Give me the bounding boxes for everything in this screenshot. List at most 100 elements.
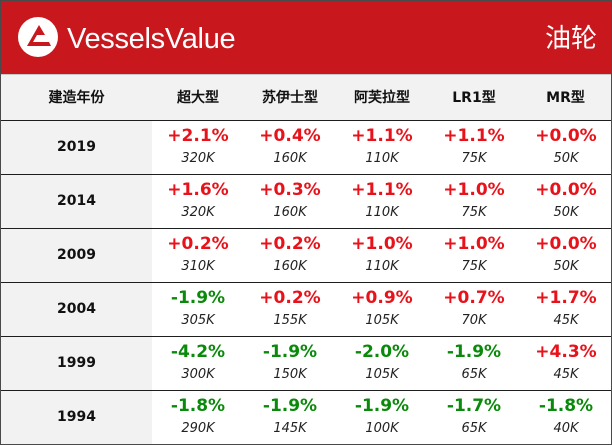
- value-cell-mr: +0.0% 50K: [520, 229, 612, 282]
- vessel-size: 65K: [461, 367, 487, 382]
- header-banner: VesselsValue 油轮: [1, 1, 611, 74]
- value-cell-suezmax: +0.3% 160K: [244, 175, 336, 228]
- value-change: +1.0%: [443, 180, 505, 200]
- value-cell-vlcc: +2.1% 320K: [152, 121, 244, 174]
- vessel-size: 105K: [365, 367, 399, 382]
- value-change: +0.2%: [259, 288, 321, 308]
- vessel-size: 110K: [365, 151, 399, 166]
- value-change: -1.8%: [170, 396, 226, 416]
- column-header-build-year: 建造年份: [48, 90, 105, 106]
- vessel-size: 75K: [461, 151, 487, 166]
- value-cell-mr: +0.0% 50K: [520, 121, 612, 174]
- value-cell-aframax: -1.9% 100K: [336, 391, 428, 444]
- build-year-cell: 1999: [1, 337, 152, 390]
- vessel-size: 320K: [181, 151, 215, 166]
- vesselsvalue-logo-icon: [18, 17, 58, 57]
- value-change: -2.0%: [354, 342, 410, 362]
- value-change: -1.8%: [538, 396, 594, 416]
- vessel-size: 50K: [553, 205, 579, 220]
- value-change: +0.0%: [535, 126, 597, 146]
- value-change: -4.2%: [170, 342, 226, 362]
- value-change: +1.1%: [351, 180, 413, 200]
- table-row: 2014 +1.6% 320K +0.3% 160K +1.1% 110K +1.0% 75K +…: [1, 174, 611, 228]
- vessel-type-title: 油轮: [544, 24, 597, 54]
- vessel-size: 290K: [181, 421, 215, 436]
- value-change: +1.6%: [167, 180, 229, 200]
- value-cell-lr1: -1.9% 65K: [428, 337, 520, 390]
- value-change: +1.7%: [535, 288, 597, 308]
- vessel-size: 300K: [181, 367, 215, 382]
- column-header-vlcc: 超大型: [177, 90, 219, 106]
- value-cell-lr1: -1.7% 65K: [428, 391, 520, 444]
- value-change: +0.0%: [535, 180, 597, 200]
- value-change: -1.9%: [446, 342, 502, 362]
- build-year-cell: 1994: [1, 391, 152, 444]
- value-cell-vlcc: -1.9% 305K: [152, 283, 244, 336]
- value-cell-aframax: +1.1% 110K: [336, 121, 428, 174]
- table-header: 建造年份 超大型 苏伊士型 阿芙拉型 LR1型 MR型: [1, 74, 611, 120]
- table-row: 2004 -1.9% 305K +0.2% 155K +0.9% 105K +0.7% 70K +…: [1, 282, 611, 336]
- value-cell-suezmax: -1.9% 145K: [244, 391, 336, 444]
- value-cell-lr1: +1.0% 75K: [428, 175, 520, 228]
- value-change: +1.1%: [351, 126, 413, 146]
- vessel-size: 45K: [553, 313, 579, 328]
- table-row: 1994 -1.8% 290K -1.9% 145K -1.9% 100K -1.7% 65K -…: [1, 390, 611, 444]
- vessel-size: 160K: [273, 259, 307, 274]
- vessel-size: 110K: [365, 205, 399, 220]
- value-cell-lr1: +1.1% 75K: [428, 121, 520, 174]
- vessel-size: 320K: [181, 205, 215, 220]
- value-change: +0.7%: [443, 288, 505, 308]
- column-header-mr: MR型: [546, 90, 585, 106]
- value-change: -1.9%: [170, 288, 226, 308]
- value-cell-mr: +0.0% 50K: [520, 175, 612, 228]
- vessel-size: 45K: [553, 367, 579, 382]
- value-change: +2.1%: [167, 126, 229, 146]
- value-cell-suezmax: +0.2% 160K: [244, 229, 336, 282]
- value-cell-vlcc: -4.2% 300K: [152, 337, 244, 390]
- value-cell-vlcc: -1.8% 290K: [152, 391, 244, 444]
- vessel-size: 160K: [273, 205, 307, 220]
- value-change: -1.9%: [262, 396, 318, 416]
- vessel-size: 70K: [461, 313, 487, 328]
- value-change: +1.0%: [443, 234, 505, 254]
- value-cell-lr1: +0.7% 70K: [428, 283, 520, 336]
- column-header-lr1: LR1型: [452, 90, 496, 106]
- value-change: -1.9%: [354, 396, 410, 416]
- vessel-size: 305K: [181, 313, 215, 328]
- vessel-size: 150K: [273, 367, 307, 382]
- table-row: 2009 +0.2% 310K +0.2% 160K +1.0% 110K +1.0% 75K +…: [1, 228, 611, 282]
- table-row: 1999 -4.2% 300K -1.9% 150K -2.0% 105K -1.9% 65K +…: [1, 336, 611, 390]
- value-change: +0.3%: [259, 180, 321, 200]
- vessel-size: 40K: [553, 421, 579, 436]
- vessel-size: 75K: [461, 259, 487, 274]
- value-cell-aframax: +1.0% 110K: [336, 229, 428, 282]
- value-change: +1.1%: [443, 126, 505, 146]
- vessel-size: 160K: [273, 151, 307, 166]
- value-cell-aframax: +0.9% 105K: [336, 283, 428, 336]
- value-change: +0.4%: [259, 126, 321, 146]
- build-year-cell: 2014: [1, 175, 152, 228]
- vessel-size: 110K: [365, 259, 399, 274]
- value-change: +0.2%: [167, 234, 229, 254]
- brand-name: VesselsValue: [67, 23, 236, 55]
- value-cell-suezmax: -1.9% 150K: [244, 337, 336, 390]
- value-cell-lr1: +1.0% 75K: [428, 229, 520, 282]
- value-cell-mr: +4.3% 45K: [520, 337, 612, 390]
- value-cell-aframax: +1.1% 110K: [336, 175, 428, 228]
- build-year-cell: 2009: [1, 229, 152, 282]
- vessel-size: 50K: [553, 259, 579, 274]
- column-header-suezmax: 苏伊士型: [262, 90, 318, 106]
- value-change: +0.9%: [351, 288, 413, 308]
- vessel-size: 310K: [181, 259, 215, 274]
- value-cell-suezmax: +0.2% 155K: [244, 283, 336, 336]
- value-change: -1.9%: [262, 342, 318, 362]
- value-cell-vlcc: +1.6% 320K: [152, 175, 244, 228]
- vessel-size: 75K: [461, 205, 487, 220]
- value-change: +0.0%: [535, 234, 597, 254]
- value-change: +4.3%: [535, 342, 597, 362]
- value-cell-aframax: -2.0% 105K: [336, 337, 428, 390]
- value-cell-mr: +1.7% 45K: [520, 283, 612, 336]
- value-cell-vlcc: +0.2% 310K: [152, 229, 244, 282]
- vessel-size: 155K: [273, 313, 307, 328]
